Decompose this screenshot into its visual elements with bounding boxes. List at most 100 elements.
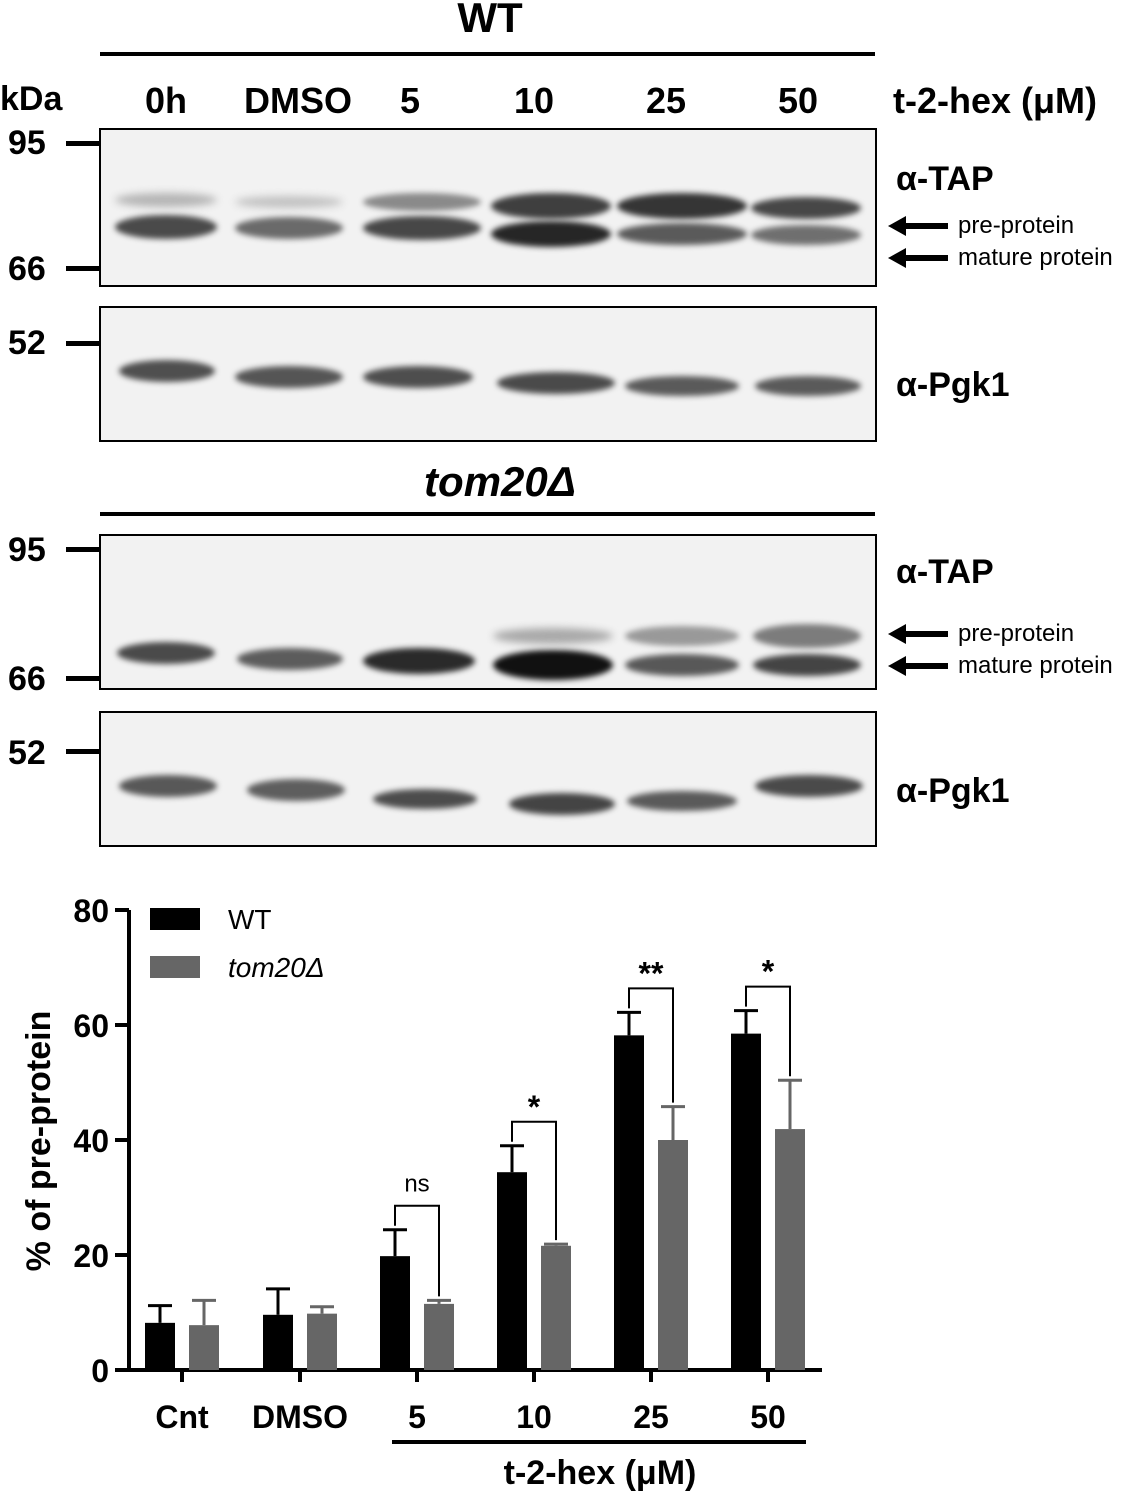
y-tick-label: 0	[91, 1353, 109, 1389]
wt-tap-band	[363, 193, 481, 211]
wt-title-underline	[100, 52, 875, 56]
wt-marker-95-tick	[66, 141, 100, 146]
significance-bracket	[511, 1120, 557, 1241]
wt-tap-band	[115, 215, 217, 239]
bar-tom20	[307, 1313, 337, 1370]
arrow-left-icon	[888, 624, 948, 644]
tom20-pgk1-band	[755, 775, 863, 797]
wt-marker-66: 66	[8, 250, 46, 288]
wt-tap-band	[617, 193, 747, 219]
wt-pgk1-band	[363, 366, 473, 388]
tom20-mature-protein-arrow: mature protein	[888, 652, 1113, 680]
wt-lane-25: 25	[645, 80, 687, 121]
wt-lane-10: 10	[513, 80, 555, 121]
mature-protein-label: mature protein	[958, 652, 1113, 679]
tom20-pgk1-band	[119, 775, 217, 797]
legend-swatch-tom20	[150, 956, 200, 978]
wt-tap-band	[617, 223, 747, 245]
bar-wt	[614, 1035, 644, 1370]
tom20-marker-66: 66	[8, 660, 46, 698]
wt-pgk1-antibody: α-Pgk1	[896, 366, 1010, 404]
wt-tap-band	[363, 216, 481, 240]
tom20-pgk1-blot	[99, 711, 877, 847]
kda-label: kDa	[0, 80, 63, 118]
wt-pgk1-blot	[99, 306, 877, 442]
wt-tap-band	[235, 196, 343, 208]
tom20-pgk1-band	[627, 791, 737, 811]
x-tick-label: 50	[750, 1399, 786, 1435]
significance-label: ns	[404, 1171, 429, 1198]
tom20-tap-band	[493, 628, 613, 644]
bar-wt	[731, 1033, 761, 1370]
x-tick-label: Cnt	[155, 1399, 209, 1435]
bar-wt	[497, 1172, 527, 1370]
wt-tap-band	[491, 221, 611, 247]
tom20-pgk1-band	[247, 779, 345, 801]
tom20-pgk1-band	[373, 789, 477, 809]
wt-lane-50: 50	[777, 80, 819, 121]
tom20-tap-blot	[99, 534, 877, 690]
x-tick-label: 25	[633, 1399, 669, 1435]
arrow-left-icon	[888, 216, 948, 236]
x-tick-label: 10	[516, 1399, 552, 1435]
wt-pgk1-band	[497, 372, 615, 394]
bar-wt	[145, 1322, 175, 1370]
x-axis-label: t-2-hex (μM)	[504, 1454, 697, 1492]
wt-tap-band	[235, 217, 343, 239]
legend-swatch-wt	[150, 908, 200, 930]
x-tick-label: DMSO	[252, 1399, 348, 1435]
tom20-pgk1-antibody: α-Pgk1	[896, 772, 1010, 810]
wt-marker-95: 95	[8, 124, 46, 162]
arrow-left-icon	[888, 656, 948, 676]
wt-marker-52: 52	[8, 324, 46, 362]
tom20-marker-95-tick	[66, 547, 100, 552]
tom20-marker-95: 95	[8, 531, 46, 569]
mature-protein-label: mature protein	[958, 244, 1113, 271]
wt-mature-protein-arrow: mature protein	[888, 244, 1113, 272]
wt-panel-title: WT	[457, 0, 523, 41]
y-tick-label: 20	[73, 1238, 109, 1274]
bar-tom20	[775, 1129, 805, 1370]
significance-label: **	[639, 955, 664, 991]
wt-tap-blot	[99, 128, 877, 287]
wt-pre-protein-arrow: pre-protein	[888, 212, 1074, 240]
wt-tap-band	[115, 193, 217, 207]
bar-wt	[263, 1314, 293, 1370]
tom20-pgk1-band	[509, 793, 615, 815]
wt-pgk1-band	[235, 366, 343, 388]
tom20-tap-band	[753, 624, 861, 648]
significance-label: *	[762, 954, 775, 990]
wt-tap-band	[751, 197, 861, 219]
bar-tom20	[541, 1245, 571, 1370]
tom20-marker-52-tick	[66, 749, 100, 754]
significance-bracket	[628, 987, 674, 1103]
y-tick-label: 40	[73, 1123, 109, 1159]
bar-wt	[380, 1256, 410, 1370]
legend-label-tom20: tom20Δ	[228, 952, 325, 983]
wt-lane-0h: 0h	[144, 80, 187, 121]
wt-marker-52-tick	[66, 341, 100, 346]
tom20-tap-band	[625, 626, 739, 646]
wt-lane-5: 5	[399, 80, 421, 121]
tom20-tap-band	[753, 654, 861, 676]
significance-bracket	[745, 985, 791, 1077]
treatment-label: t-2-hex (μM)	[893, 80, 1098, 121]
pre-protein-label: pre-protein	[958, 620, 1075, 647]
wt-tap-antibody: α-TAP	[896, 160, 994, 198]
wt-pgk1-band	[755, 376, 861, 396]
tom20-tap-band	[625, 654, 739, 676]
y-axis-label: % of pre-protein	[20, 1011, 58, 1272]
tom20-tap-band	[363, 648, 475, 674]
wt-pgk1-band	[625, 376, 739, 396]
significance-label: *	[528, 1089, 541, 1125]
wt-lane-dmso: DMSO	[244, 80, 352, 121]
legend-label-wt: WT	[228, 904, 272, 935]
tom20-tap-band	[237, 648, 343, 670]
bar-tom20	[424, 1303, 454, 1370]
tom20-tap-band	[493, 650, 613, 680]
pre-protein-label: pre-protein	[958, 212, 1075, 239]
pre-protein-bar-chart: % of pre-protein t-2-hex (μM) 0 20 40 60 80 C…	[20, 893, 822, 1492]
arrow-left-icon	[888, 248, 948, 268]
tom20-marker-66-tick	[66, 676, 100, 681]
y-tick-label: 80	[73, 893, 109, 929]
